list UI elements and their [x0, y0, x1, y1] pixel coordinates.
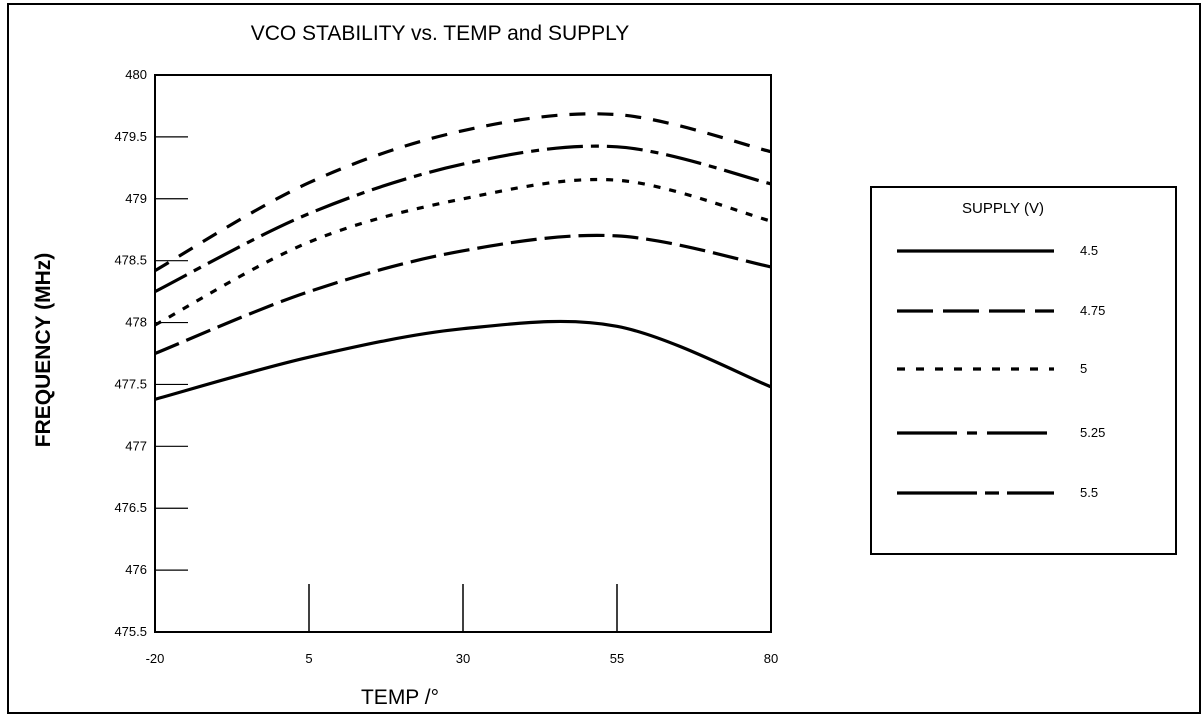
- x-tick-label: 5: [305, 651, 312, 666]
- series-line-5-25: [154, 144, 772, 294]
- y-tick-label: 476.5: [114, 500, 147, 515]
- y-tick-label: 479: [125, 191, 147, 206]
- legend-title: SUPPLY (V): [962, 200, 1044, 217]
- y-axis-label: FREQUENCY (MHz): [32, 253, 55, 447]
- series-line-4-75: [154, 233, 772, 355]
- y-tick-label: 476: [125, 562, 147, 577]
- chart-title: VCO STABILITY vs. TEMP and SUPPLY: [251, 22, 630, 45]
- y-tick-label: 480: [125, 67, 147, 82]
- y-tick-label: 479.5: [114, 129, 147, 144]
- x-tick-label: -20: [146, 651, 165, 666]
- x-tick-label: 30: [456, 651, 470, 666]
- figure-border: [7, 3, 1201, 714]
- legend-box: [870, 186, 1177, 555]
- legend-label: 5.25: [1080, 425, 1105, 440]
- legend-label: 5.5: [1080, 485, 1098, 500]
- legend-label: 4.5: [1080, 243, 1098, 258]
- y-tick-label: 477.5: [114, 376, 147, 391]
- y-tick-label: 477: [125, 438, 147, 453]
- series-lines: [154, 112, 772, 401]
- legend-label: 4.75: [1080, 303, 1105, 318]
- series-line-4-5: [154, 319, 772, 401]
- x-tick-label: 55: [610, 651, 624, 666]
- y-axis: 475.5 476 476.5 477 477.5 478 478.5 479 479.5 480: [114, 67, 188, 639]
- legend: SUPPLY (V) 4.5 4.75 5 5.25 5.5: [870, 186, 1177, 555]
- x-axis: -20 5 30 55 80: [146, 584, 778, 666]
- y-tick-label: 475.5: [114, 624, 147, 639]
- x-axis-label: TEMP /°: [361, 686, 439, 709]
- y-tick-label: 478.5: [114, 253, 147, 268]
- series-line-5-5: [154, 112, 772, 272]
- legend-label: 5: [1080, 361, 1087, 376]
- x-tick-label: 80: [764, 651, 778, 666]
- y-tick-label: 478: [125, 315, 147, 330]
